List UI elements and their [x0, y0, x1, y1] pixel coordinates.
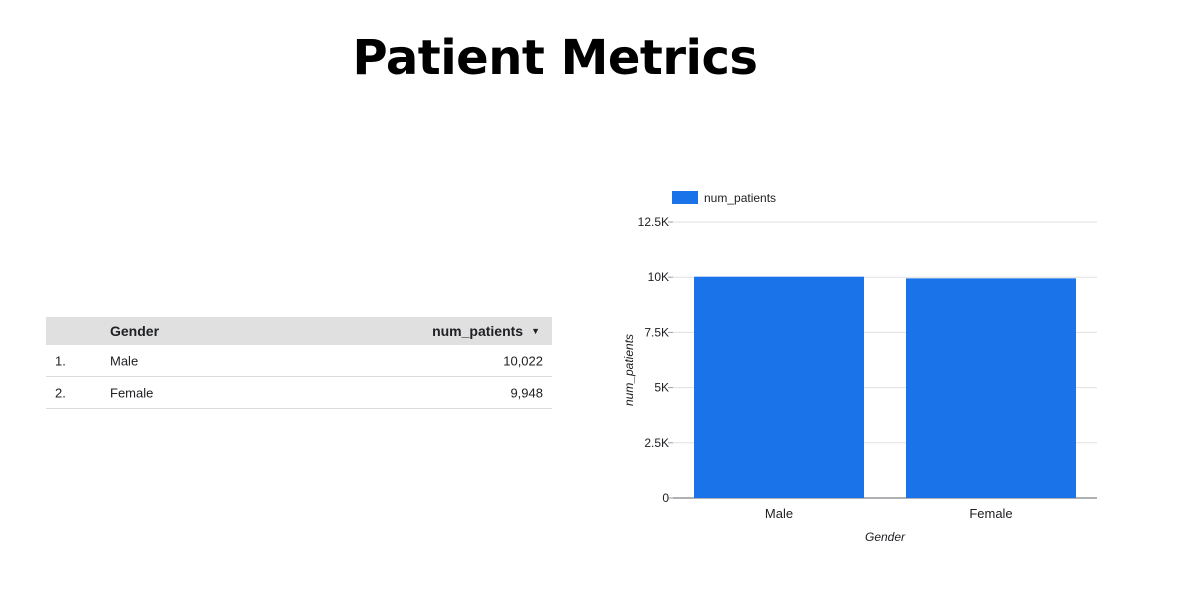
page-title: Patient Metrics [352, 30, 758, 86]
y-tick-label: 0 [662, 491, 669, 505]
row-num-patients: 9,948 [510, 385, 543, 400]
y-tick-label: 12.5K [638, 215, 669, 229]
x-axis-label: Gender [865, 530, 906, 544]
y-tick-label: 7.5K [644, 325, 669, 339]
bar-male [694, 276, 864, 498]
table-row: 2. Female 9,948 [46, 377, 552, 409]
x-tick-label: Female [969, 506, 1012, 521]
y-tick-label: 10K [648, 270, 669, 284]
sort-desc-icon[interactable]: ▼ [531, 326, 540, 336]
bar-chart: 0 2.5K 5K 7.5K 10K 12.5K Male Female Gender num_p… [622, 191, 1097, 544]
column-header-num-patients-label: num_patients [432, 323, 524, 339]
row-gender: Male [110, 353, 139, 368]
table-header: Gender num_patients ▼ [46, 317, 552, 345]
row-index: 2. [55, 385, 66, 400]
row-index: 1. [55, 353, 66, 368]
legend-label: num_patients [704, 191, 776, 205]
row-gender: Female [110, 385, 154, 400]
y-axis-label: num_patients [622, 334, 636, 406]
y-tick-label: 5K [654, 381, 669, 395]
table-row: 1. Male 10,022 [46, 345, 552, 377]
column-header-gender[interactable]: Gender [110, 323, 160, 339]
y-tick-label: 2.5K [644, 436, 669, 450]
data-table: Gender num_patients ▼ 1. Male 10,022 2. F… [46, 317, 552, 409]
bar-female [906, 278, 1076, 498]
legend-swatch [672, 191, 698, 204]
row-num-patients: 10,022 [503, 353, 543, 368]
column-header-num-patients[interactable]: num_patients ▼ [432, 323, 540, 339]
x-tick-label: Male [765, 506, 793, 521]
